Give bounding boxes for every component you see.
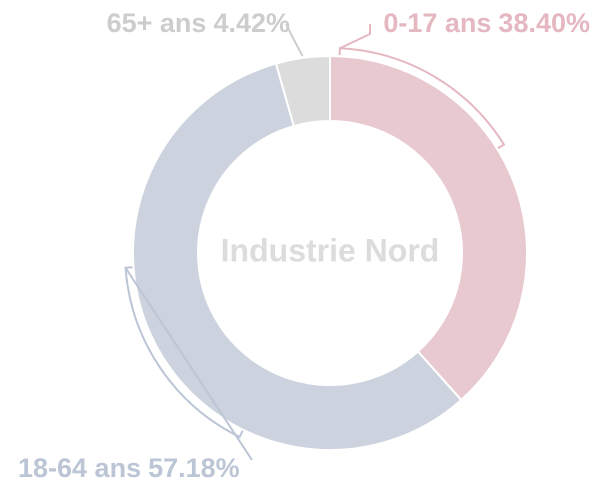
chart-title: Industrie Nord	[221, 232, 440, 268]
donut-slice	[329, 54, 528, 402]
leader-line	[124, 267, 253, 461]
slice-category: 18-64 ans	[18, 453, 141, 483]
leader-bracket	[124, 266, 244, 439]
leader-line	[339, 24, 371, 50]
slice-label: 18-64 ans 57.18%	[18, 453, 240, 483]
donut-slice	[132, 62, 463, 451]
leader-line	[285, 23, 304, 57]
slice-label: 0-17 ans 38.40%	[383, 8, 590, 38]
donut	[132, 54, 528, 451]
slice-value: 38.40%	[498, 8, 590, 38]
slice-category: 65+ ans	[107, 8, 207, 38]
slice-label: 65+ ans 4.42%	[107, 8, 290, 38]
slice-value: 4.42%	[213, 8, 290, 38]
donut-slice	[274, 54, 331, 128]
leader-bracket	[338, 47, 506, 150]
slice-value: 57.18%	[148, 453, 240, 483]
slice-category: 0-17 ans	[383, 8, 491, 38]
